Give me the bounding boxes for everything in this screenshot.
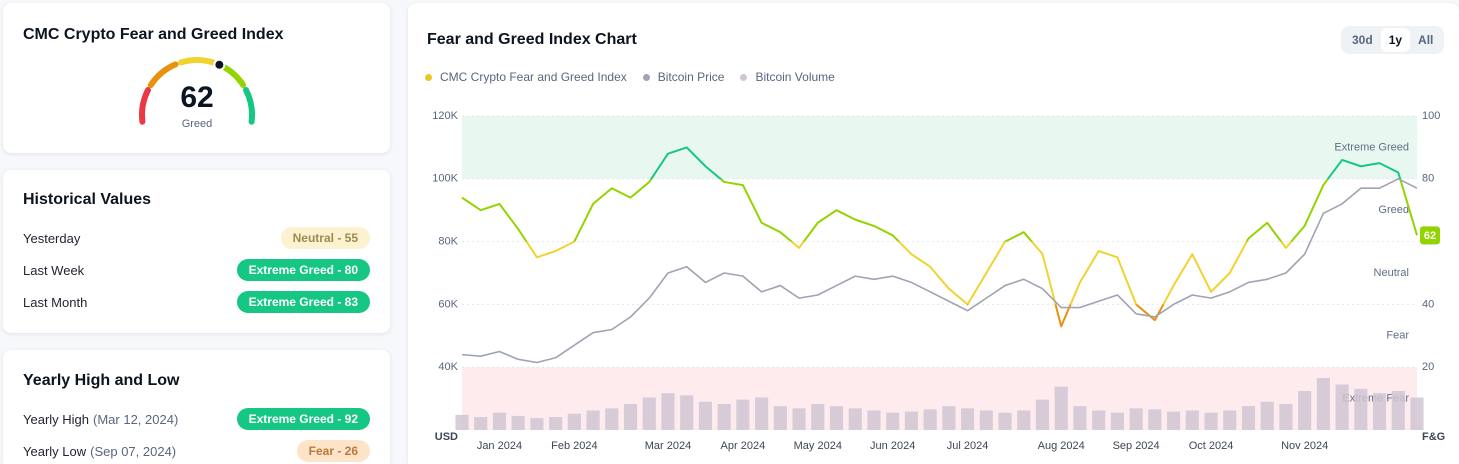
sentiment-badge: Neutral - 55 (280, 227, 370, 249)
legend-dot (425, 73, 432, 81)
gauge-title: CMC Crypto Fear and Greed Index (23, 26, 284, 43)
sentiment-badge: Extreme Greed - 92 (236, 408, 370, 430)
sentiment-badge: Fear - 26 (296, 440, 370, 462)
row-label-group: Yearly High (Mar 12, 2024) (23, 412, 178, 427)
legend-item: Bitcoin Volume (740, 70, 835, 84)
legend-label: CMC Crypto Fear and Greed Index (440, 70, 627, 84)
row-date: (Sep 07, 2024) (90, 443, 177, 459)
row-label-group: Yearly Low (Sep 07, 2024) (23, 444, 176, 459)
yearly-title: Yearly High and Low (23, 372, 180, 389)
legend-item: Bitcoin Price (642, 70, 725, 84)
historical-title: Historical Values (23, 191, 152, 208)
chart-title: Fear and Greed Index Chart (427, 31, 637, 48)
legend-dot (642, 73, 650, 81)
legend: CMC Crypto Fear and Greed Index Bitcoin P… (425, 70, 835, 84)
gauge-card: CMC Crypto Fear and Greed Index (3, 3, 390, 153)
row-label-group: Last Week (23, 263, 84, 278)
row-label-group: Yesterday (23, 231, 80, 246)
row-label: Yearly Low (23, 443, 87, 459)
range-button[interactable]: All (1418, 33, 1434, 47)
row-label: Yesterday (23, 230, 81, 246)
row-label: Yearly High (23, 411, 90, 427)
value-row: Yearly Low (Sep 07, 2024) Fear - 26 (23, 439, 370, 463)
value-row: Last Month Extreme Greed - 83 (23, 290, 370, 314)
legend-item: CMC Crypto Fear and Greed Index (425, 70, 627, 84)
historical-card: Historical Values Yesterday Neutral - 55 L… (3, 170, 390, 333)
sentiment-badge: Extreme Greed - 80 (236, 259, 370, 281)
value-row: Yearly High (Mar 12, 2024) Extreme Greed -… (23, 407, 370, 431)
row-label: Last Week (23, 262, 85, 278)
row-date: (Mar 12, 2024) (93, 411, 179, 427)
sentiment-badge: Extreme Greed - 83 (236, 291, 370, 313)
row-label-group: Last Month (23, 295, 87, 310)
legend-label: Bitcoin Volume (755, 70, 835, 84)
yearly-card: Yearly High and Low Yearly High (Mar 12, … (3, 350, 390, 464)
value-row: Last Week Extreme Greed - 80 (23, 258, 370, 282)
value-row: Yesterday Neutral - 55 (23, 226, 370, 250)
range-button[interactable]: 1y (1380, 28, 1411, 52)
range-selector: 30d 1y All (1341, 26, 1445, 54)
legend-label: Bitcoin Price (657, 70, 725, 84)
legend-dot (740, 73, 748, 81)
row-label: Last Month (23, 294, 88, 310)
range-button[interactable]: 30d (1352, 33, 1373, 47)
